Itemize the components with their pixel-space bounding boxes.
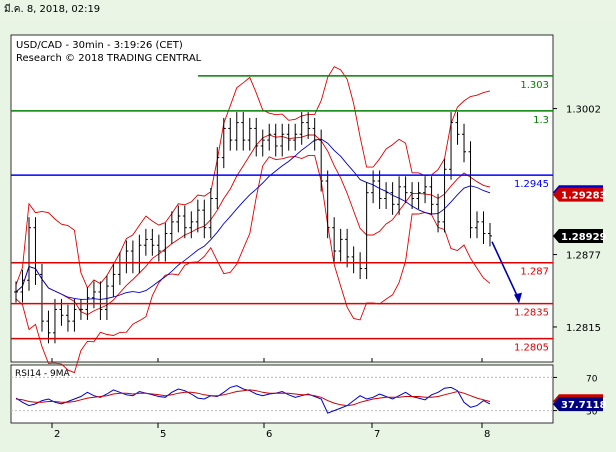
- price-tag: [553, 187, 603, 202]
- main-chart-subtitle: Research © 2018 TRADING CENTRAL: [16, 53, 202, 64]
- x-tick-label: 6: [266, 429, 272, 440]
- level-label: 1.2805: [514, 343, 549, 354]
- main-chart-title: USD/CAD - 30min - 3:19:26 (CET): [16, 40, 183, 51]
- x-tick-label: 8: [484, 429, 490, 440]
- y-tick-label: 1.3002: [566, 105, 601, 116]
- main-panel: [10, 34, 554, 363]
- level-label: 1.287: [520, 267, 549, 278]
- x-tick-label: 7: [374, 429, 380, 440]
- y-tick-label: 1.2815: [566, 323, 601, 334]
- forecast-arrowhead: [514, 292, 522, 304]
- rsi-title: RSI14 - 9MA: [15, 369, 71, 379]
- x-tick-label: 2: [54, 429, 60, 440]
- price-tag-label: 1.29283: [561, 191, 607, 202]
- rsi-value-tag-label: 37.7118: [561, 400, 607, 411]
- x-tick-label: 5: [160, 429, 166, 440]
- level-label: 1.2945: [514, 179, 549, 190]
- moving-average-red: [15, 134, 491, 316]
- level-label: 1.2835: [514, 308, 549, 319]
- rsi-value-tag: [553, 397, 603, 412]
- moving-average-blue: [15, 138, 491, 300]
- rsi-ma-line: [15, 389, 491, 407]
- rsi-y-tick-label: 30: [586, 408, 598, 418]
- price-tag-label: 1.28929: [561, 232, 607, 243]
- rsi-line: [15, 385, 491, 414]
- rsi-y-tick-label: 70: [586, 374, 598, 384]
- bollinger-lower-band: [15, 155, 491, 374]
- forecast-arrow: [491, 241, 519, 298]
- header-datetime: มี.ค. 8, 2018, 02:19: [4, 4, 101, 15]
- y-tick-label: 1.2877: [566, 251, 601, 262]
- rsi-panel: [10, 364, 554, 424]
- level-label: 1.3: [533, 115, 549, 126]
- bollinger-upper-band: [15, 66, 491, 289]
- header-band: [0, 0, 616, 22]
- level-label: 1.303: [520, 80, 549, 91]
- price-tag: [553, 228, 603, 243]
